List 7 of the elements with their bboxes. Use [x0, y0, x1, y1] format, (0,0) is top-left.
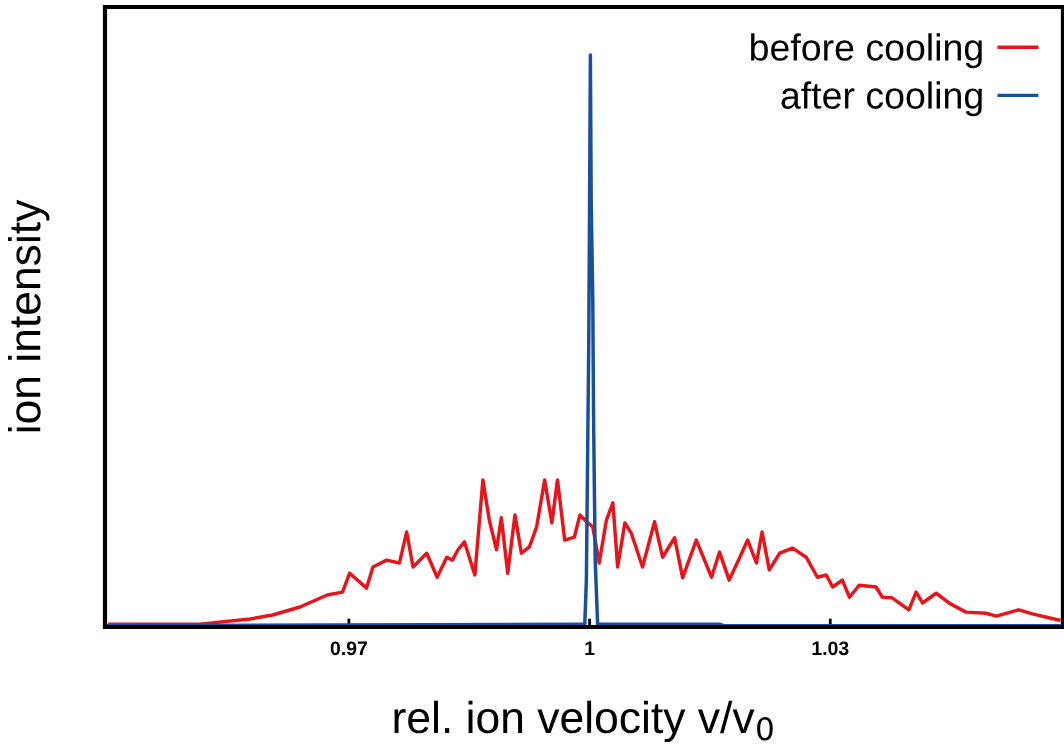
y-axis-title: ion intensity: [8, 199, 50, 432]
x-tick-label: 1: [585, 641, 595, 655]
legend-label: after cooling: [781, 81, 982, 117]
x-axis-title: rel. ion velocity v/v$_{0}$: [394, 700, 773, 743]
x-tick-label: 1.03: [812, 641, 849, 656]
legend-label: before cooling: [751, 33, 982, 69]
x-tick-label: 0.97: [330, 641, 367, 656]
